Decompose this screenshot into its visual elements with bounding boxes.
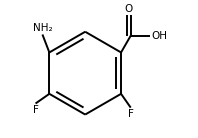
Text: F: F: [33, 105, 38, 115]
Text: NH₂: NH₂: [33, 23, 52, 33]
Text: F: F: [128, 109, 134, 119]
Text: O: O: [125, 4, 133, 14]
Text: OH: OH: [151, 31, 168, 41]
